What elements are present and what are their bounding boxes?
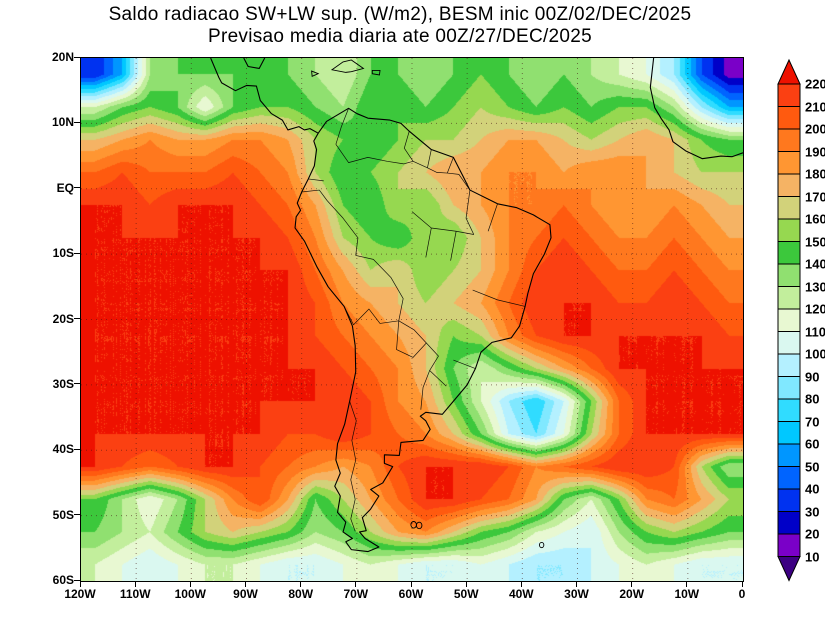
colorbar-arrow-bottom: [777, 556, 801, 582]
colorbar-segment: [777, 196, 801, 220]
plot-area: [80, 57, 744, 582]
x-tick-label: 100W: [174, 587, 206, 601]
y-tickmark: [74, 383, 80, 385]
colorbar-label: 190: [805, 144, 825, 159]
x-tick-label: 60W: [398, 587, 424, 601]
colorbar-label: 160: [805, 211, 825, 227]
colorbar-label: 120: [805, 301, 825, 317]
colorbar-segment: [777, 466, 801, 490]
colorbar: [777, 58, 801, 582]
colorbar-segment: [777, 331, 801, 355]
y-tick-label: 60S: [52, 573, 74, 587]
x-tickmark: [686, 581, 688, 587]
x-tickmark: [631, 581, 633, 587]
colorbar-label: 150: [805, 234, 825, 249]
colorbar-segment: [777, 128, 801, 152]
colorbar-label: 60: [805, 436, 820, 452]
colorbar-segment: [777, 488, 801, 512]
colorbar-segment: [777, 218, 801, 242]
colorbar-label: 10: [805, 549, 820, 564]
x-tick-label: 120W: [64, 587, 96, 601]
x-tickmark: [520, 581, 522, 587]
colorbar-segment: [777, 398, 801, 422]
x-tickmark: [245, 581, 246, 587]
y-tickmark: [74, 56, 80, 58]
colorbar-label: 30: [805, 504, 820, 519]
colorbar-segment: [777, 421, 801, 445]
colorbar-label: 220: [805, 76, 825, 92]
x-tick-label: 40W: [508, 587, 534, 601]
colorbar-segment: [777, 511, 801, 535]
colorbar-segment: [777, 173, 801, 197]
y-tick-label: 20S: [52, 311, 74, 326]
x-tick-label: 90W: [233, 587, 258, 601]
colorbar-label: 130: [805, 279, 825, 294]
x-tick-label: 50W: [453, 587, 479, 601]
colorbar-label: 200: [805, 121, 825, 137]
x-tickmark: [355, 581, 357, 587]
x-tick-label: 70W: [343, 587, 369, 601]
y-tickmark: [74, 187, 80, 189]
colorbar-segment: [777, 443, 801, 467]
colorbar-segment: [777, 106, 801, 130]
heatmap-canvas: [81, 58, 743, 581]
y-tickmark: [74, 252, 80, 254]
colorbar-label: 170: [805, 189, 825, 204]
colorbar-label: 70: [805, 414, 820, 429]
x-tickmark: [576, 581, 577, 587]
y-tick-label: 20N: [51, 50, 74, 64]
colorbar-segment: [777, 151, 801, 175]
y-tick-label: EQ: [56, 180, 74, 195]
colorbar-label: 210: [805, 99, 825, 114]
chart-subtitle: Previsao media diaria ate 00Z/27/DEC/202…: [207, 26, 593, 47]
y-tick-label: 10N: [51, 115, 74, 130]
colorbar-segment: [777, 376, 801, 400]
x-tick-label: 30W: [564, 587, 589, 601]
colorbar-label: 80: [805, 391, 820, 407]
x-tickmark: [79, 581, 81, 587]
colorbar-label: 50: [805, 459, 820, 474]
y-tick-label: 40S: [52, 442, 74, 457]
y-tick-label: 30S: [52, 376, 74, 391]
colorbar-segment: [777, 533, 801, 557]
colorbar-segment: [777, 263, 801, 287]
y-tickmark: [74, 318, 80, 319]
colorbar-segment: [777, 83, 801, 107]
y-tick-label: 10S: [52, 246, 74, 261]
y-tickmark: [74, 514, 80, 516]
colorbar-label: 140: [805, 256, 825, 272]
colorbar-label: 40: [805, 481, 820, 497]
colorbar-label: 100: [805, 346, 825, 362]
colorbar-segment: [777, 353, 801, 377]
y-tick-label: 50S: [52, 507, 74, 522]
x-tickmark: [741, 581, 743, 587]
x-tick-label: 10W: [674, 587, 700, 601]
colorbar-label: 90: [805, 369, 820, 384]
colorbar-segment: [777, 286, 801, 310]
x-tickmark: [410, 581, 412, 587]
colorbar-label: 20: [805, 526, 820, 542]
colorbar-label: 110: [805, 324, 825, 339]
x-tickmark: [134, 581, 136, 587]
x-tick-label: 110W: [119, 587, 151, 601]
x-tick-label: 80W: [288, 587, 314, 601]
x-tickmark: [465, 581, 467, 587]
y-tickmark: [74, 121, 80, 123]
x-tickmark: [300, 581, 302, 587]
x-tickmark: [189, 581, 191, 587]
colorbar-segment: [777, 308, 801, 332]
x-tick-label: 20W: [619, 587, 645, 601]
x-tick-label: 0: [738, 587, 746, 601]
colorbar-segment: [777, 241, 801, 265]
colorbar-arrow-top: [777, 58, 801, 85]
chart-title: Saldo radiacao SW+LW sup. (W/m2), BESM i…: [108, 4, 692, 25]
y-tickmark: [74, 579, 80, 581]
y-tickmark: [74, 448, 80, 450]
colorbar-label: 180: [805, 166, 825, 182]
